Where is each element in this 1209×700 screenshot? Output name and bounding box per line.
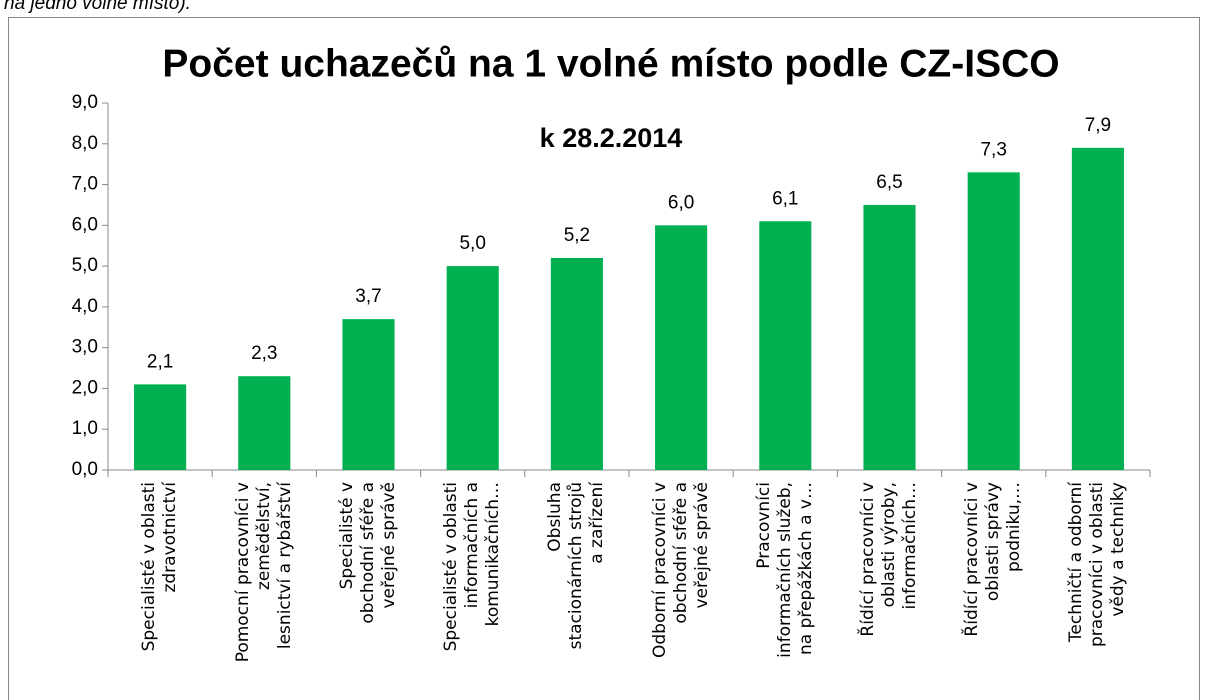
- x-tick-label: Řídící pracovníci v oblasti výroby, info…: [858, 482, 920, 637]
- y-tick-label: 9,0: [72, 92, 98, 113]
- y-tick-label: 2,0: [72, 377, 98, 398]
- bar: [967, 172, 1020, 471]
- x-tick-label: Obsluha stacionárních strojů a zařízení: [545, 482, 608, 650]
- y-tick-label: 6,0: [72, 214, 98, 235]
- bar: [238, 376, 291, 470]
- chart-title: Počet uchazečů na 1 volné místo podle CZ…: [162, 42, 1059, 85]
- value-label: 6,1: [772, 188, 798, 209]
- bar: [863, 204, 916, 470]
- x-tick-label: Odborní pracovníci v obchodní sféře a ve…: [649, 482, 712, 658]
- value-label: 2,1: [147, 351, 173, 372]
- y-tick-label: 1,0: [72, 418, 98, 439]
- value-label: 6,5: [876, 172, 902, 193]
- y-tick-label: 3,0: [72, 337, 98, 358]
- y-tick-label: 4,0: [72, 296, 98, 317]
- value-label: 2,3: [251, 343, 277, 364]
- value-label: 5,0: [459, 233, 485, 254]
- bar: [759, 221, 812, 470]
- bar: [550, 257, 603, 470]
- value-label: 5,2: [564, 225, 590, 246]
- y-tick-label: 7,0: [72, 174, 98, 195]
- bar: [446, 266, 499, 470]
- bar: [1071, 147, 1124, 470]
- x-tick-label: Specialisté v oblasti informačních a kom…: [441, 482, 504, 652]
- value-label: 7,3: [980, 139, 1006, 160]
- chart-subtitle: k 28.2.2014: [540, 123, 683, 153]
- caption: na jedno volné místo).: [4, 0, 191, 14]
- x-tick-label: Techničtí a odborní pracovníci v oblasti…: [1066, 482, 1129, 648]
- value-label: 3,7: [355, 286, 381, 307]
- bar: [342, 319, 395, 470]
- bar: [134, 384, 187, 470]
- x-tick-label: Specialisté v oblasti zdravotnictví: [139, 482, 181, 652]
- y-tick-label: 5,0: [72, 255, 98, 276]
- y-tick-label: 0,0: [72, 459, 98, 480]
- y-tick-label: 8,0: [72, 133, 98, 154]
- x-tick-label: Řídící pracovníci v oblasti správy podni…: [962, 482, 1025, 637]
- value-label: 6,0: [668, 192, 694, 213]
- value-label: 7,9: [1085, 115, 1111, 136]
- x-tick-label: Specialisté v obchodní sféře a veřejné s…: [337, 482, 399, 624]
- bar: [655, 225, 708, 470]
- x-tick-label: Pracovníci informačních služeb, na přepá…: [753, 482, 816, 658]
- x-tick-label: Pomocní pracovníci v zemědělství, lesnic…: [232, 482, 295, 663]
- chart-frame: [8, 17, 1200, 700]
